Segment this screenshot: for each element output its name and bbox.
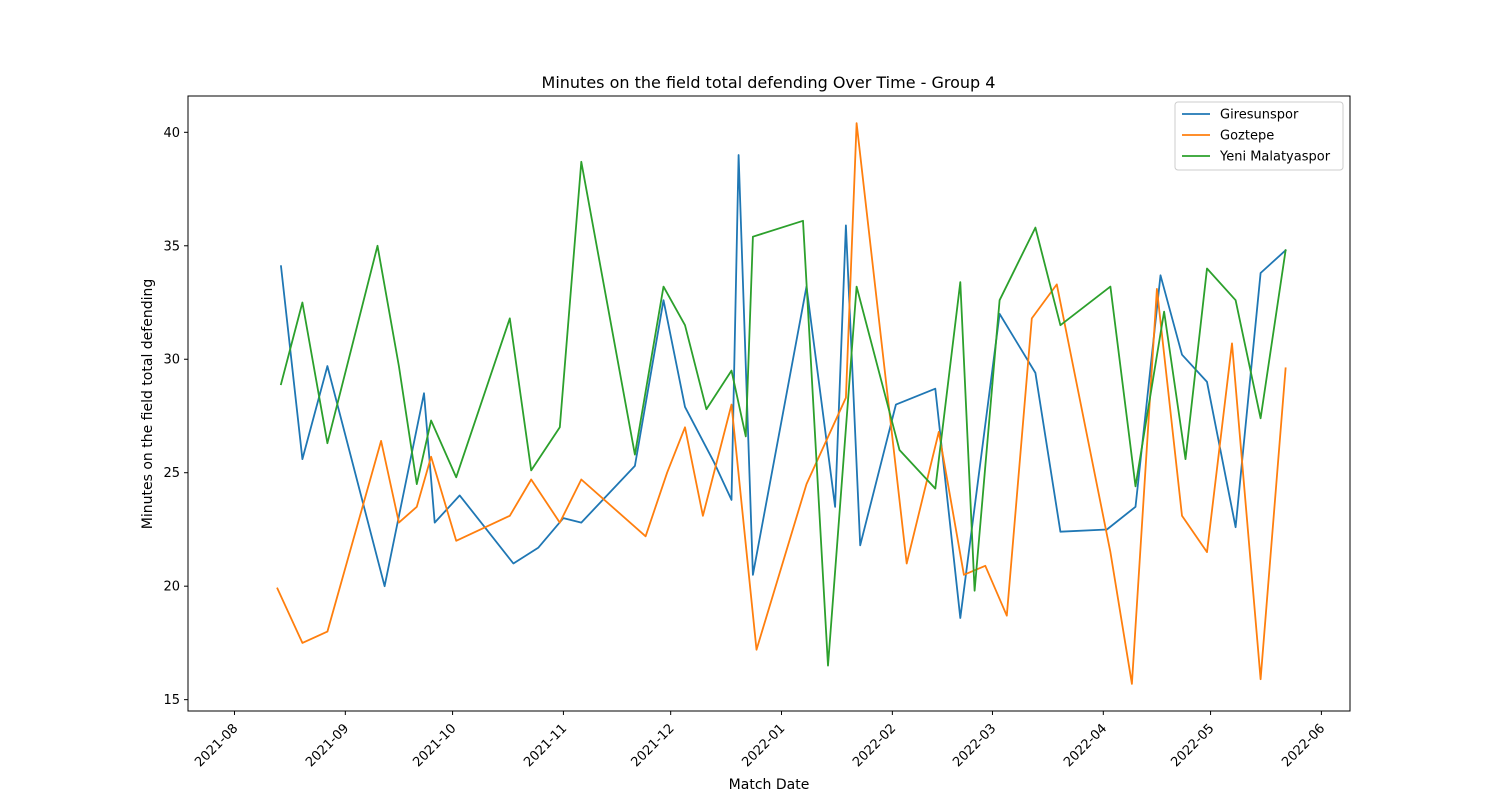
y-tick-label: 30 xyxy=(163,353,180,368)
y-tick-label: 40 xyxy=(163,126,180,141)
y-tick-label: 15 xyxy=(163,693,180,708)
x-axis-title: Match Date xyxy=(729,777,810,793)
x-tick-label: 2022-04 xyxy=(1061,721,1110,770)
series-line-0 xyxy=(280,154,1287,619)
series-layer xyxy=(276,122,1287,685)
x-tick-label: 2021-09 xyxy=(303,721,352,770)
legend-label: Yeni Malatyaspor xyxy=(1219,150,1331,165)
x-tick-label: 2022-06 xyxy=(1279,721,1328,770)
series-line-1 xyxy=(276,122,1287,685)
y-tick-label: 25 xyxy=(163,466,180,481)
x-axis: 2021-08 2021-09 2021-10 2021-11 2021-12 2022-… xyxy=(192,711,1328,770)
x-tick-label: 2021-10 xyxy=(410,721,459,770)
x-tick-label: 2021-11 xyxy=(521,721,570,770)
series-line-2 xyxy=(279,160,1287,667)
x-tick-label: 2022-05 xyxy=(1168,721,1217,770)
x-tick-label: 2021-12 xyxy=(628,721,677,770)
legend-box xyxy=(1174,101,1344,171)
x-tick-label: 2022-01 xyxy=(739,721,788,770)
y-tick-label: 20 xyxy=(163,580,180,595)
chart-title: Minutes on the field total defending Ove… xyxy=(542,73,996,92)
x-tick-label: 2021-08 xyxy=(192,721,241,770)
y-tick-label: 35 xyxy=(163,239,180,254)
legend: Giresunspor Goztepe Yeni Malatyaspor xyxy=(1174,101,1344,171)
legend-label: Goztepe xyxy=(1220,129,1274,144)
y-axis: 15 20 25 30 35 40 xyxy=(163,126,188,708)
plot-area-frame xyxy=(187,95,1351,712)
legend-label: Giresunspor xyxy=(1220,108,1299,123)
y-axis-title: Minutes on the field total defending xyxy=(140,279,156,529)
x-tick-label: 2022-02 xyxy=(850,721,899,770)
x-tick-label: 2022-03 xyxy=(950,721,999,770)
